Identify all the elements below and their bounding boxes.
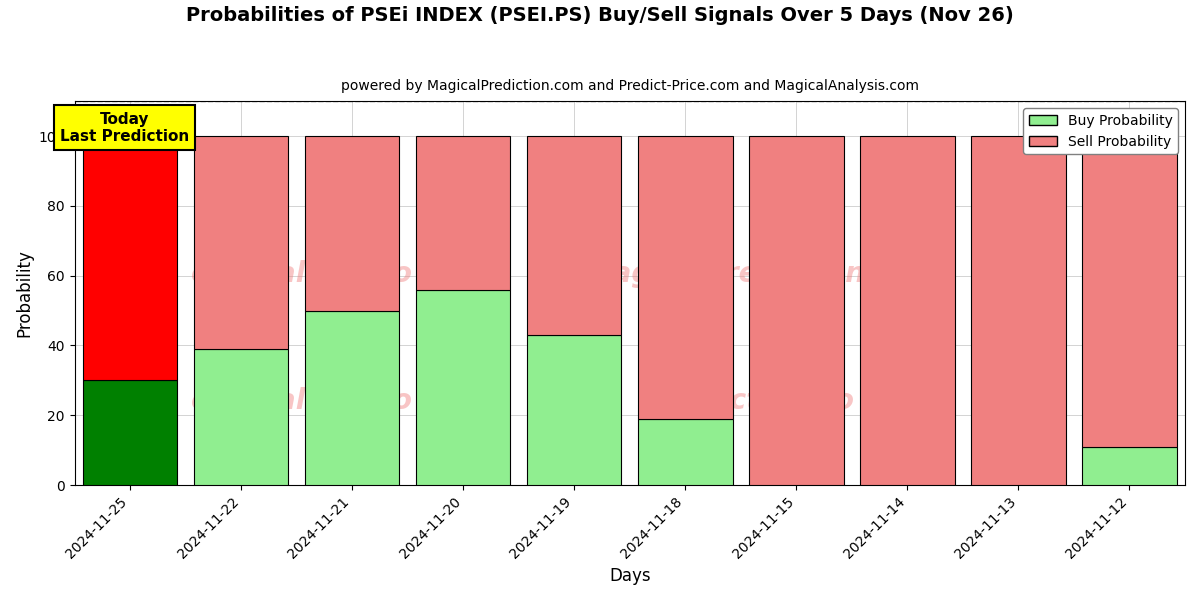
Title: powered by MagicalPrediction.com and Predict-Price.com and MagicalAnalysis.com: powered by MagicalPrediction.com and Pre… bbox=[341, 79, 919, 93]
Bar bbox=[83, 136, 178, 380]
X-axis label: Days: Days bbox=[610, 567, 650, 585]
Text: Today
Last Prediction: Today Last Prediction bbox=[60, 112, 190, 144]
Bar bbox=[638, 419, 732, 485]
Text: MagicalPrediction.com: MagicalPrediction.com bbox=[586, 260, 941, 288]
Bar bbox=[860, 136, 955, 485]
Bar bbox=[527, 335, 622, 485]
Text: Probabilities of PSEi INDEX (PSEI.PS) Buy/Sell Signals Over 5 Days (Nov 26): Probabilities of PSEi INDEX (PSEI.PS) Bu… bbox=[186, 6, 1014, 25]
Bar bbox=[83, 380, 178, 485]
Text: IPrediction.co m: IPrediction.co m bbox=[638, 386, 888, 415]
Bar bbox=[416, 136, 510, 290]
Bar bbox=[638, 136, 732, 419]
Bar bbox=[305, 136, 400, 311]
Text: calAnalysis.co m: calAnalysis.co m bbox=[191, 260, 446, 288]
Bar bbox=[305, 311, 400, 485]
Bar bbox=[971, 136, 1066, 485]
Bar bbox=[194, 349, 288, 485]
Text: calAnalysis.co m: calAnalysis.co m bbox=[191, 386, 446, 415]
Bar bbox=[1082, 446, 1177, 485]
Bar bbox=[527, 136, 622, 335]
Bar bbox=[1082, 136, 1177, 446]
Bar bbox=[194, 136, 288, 349]
Bar bbox=[416, 290, 510, 485]
Y-axis label: Probability: Probability bbox=[16, 249, 34, 337]
Bar bbox=[749, 136, 844, 485]
Legend: Buy Probability, Sell Probability: Buy Probability, Sell Probability bbox=[1024, 108, 1178, 154]
